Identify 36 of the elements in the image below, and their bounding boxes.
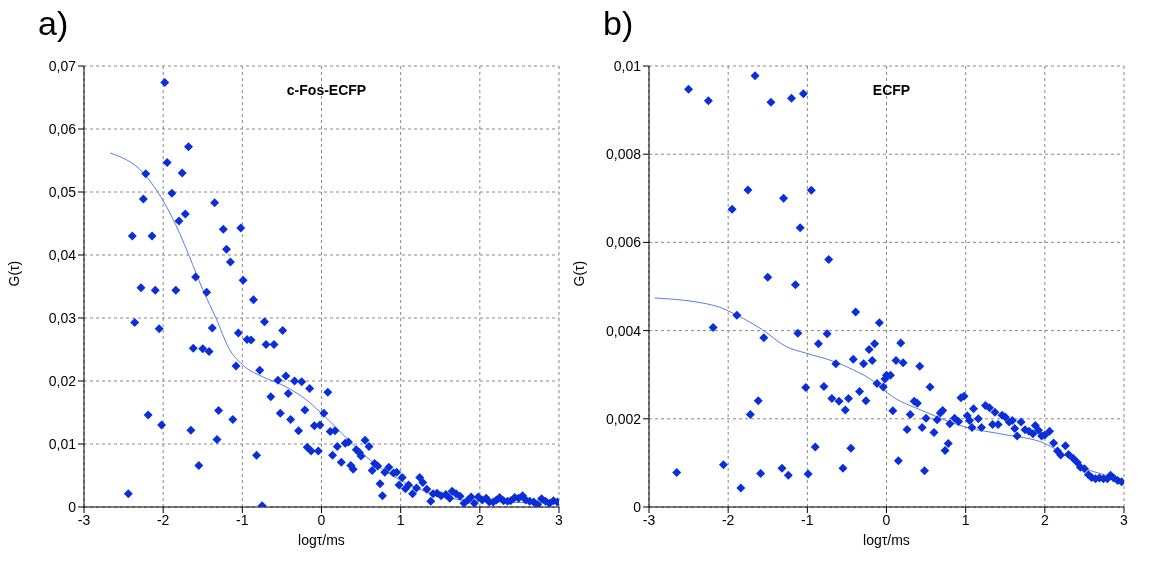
y-axis-title: G(τ) xyxy=(570,260,587,287)
y-tick-label: 0,07 xyxy=(48,57,77,74)
x-tick-label: 3 xyxy=(555,511,564,528)
x-axis-title: logτ/ms xyxy=(863,532,910,548)
y-tick-label: 0 xyxy=(633,498,642,515)
x-tick-label: -1 xyxy=(801,511,814,528)
y-tick-label: 0,01 xyxy=(613,57,642,74)
y-tick-label: 0 xyxy=(68,498,77,515)
y-tick-label: 0,02 xyxy=(48,372,77,389)
annotation: ECFP xyxy=(871,82,912,98)
y-tick-label: 0,05 xyxy=(48,183,77,200)
annotation: c-Fos-ECFP xyxy=(285,82,368,98)
y-tick-label: 0,006 xyxy=(605,234,642,251)
y-axis-title: G(τ) xyxy=(5,260,22,287)
x-tick-label: -1 xyxy=(236,511,249,528)
x-tick-label: 0 xyxy=(882,511,891,528)
y-tick-label: 0,002 xyxy=(605,410,642,427)
y-tick-label: 0,04 xyxy=(48,246,77,263)
y-tick-label: 0,004 xyxy=(605,322,642,339)
y-tick-label: 0,06 xyxy=(48,120,77,137)
x-axis-title: logτ/ms xyxy=(298,532,345,548)
x-tick-label: 2 xyxy=(475,511,484,528)
chart-title: a) xyxy=(38,4,69,43)
y-tick-label: 0,03 xyxy=(48,309,77,326)
x-tick-label: -2 xyxy=(156,511,170,528)
x-tick-label: -3 xyxy=(642,511,656,528)
y-tick-label: 0,008 xyxy=(605,146,642,163)
x-tick-label: -3 xyxy=(77,511,91,528)
y-tick-label: 0,01 xyxy=(48,435,77,452)
x-tick-label: -2 xyxy=(721,511,735,528)
x-tick-label: 0 xyxy=(317,511,326,528)
x-tick-label: 2 xyxy=(1040,511,1049,528)
x-tick-label: 1 xyxy=(961,511,970,528)
chart-title: b) xyxy=(603,4,634,43)
x-tick-label: 1 xyxy=(396,511,405,528)
x-tick-label: 3 xyxy=(1120,511,1129,528)
